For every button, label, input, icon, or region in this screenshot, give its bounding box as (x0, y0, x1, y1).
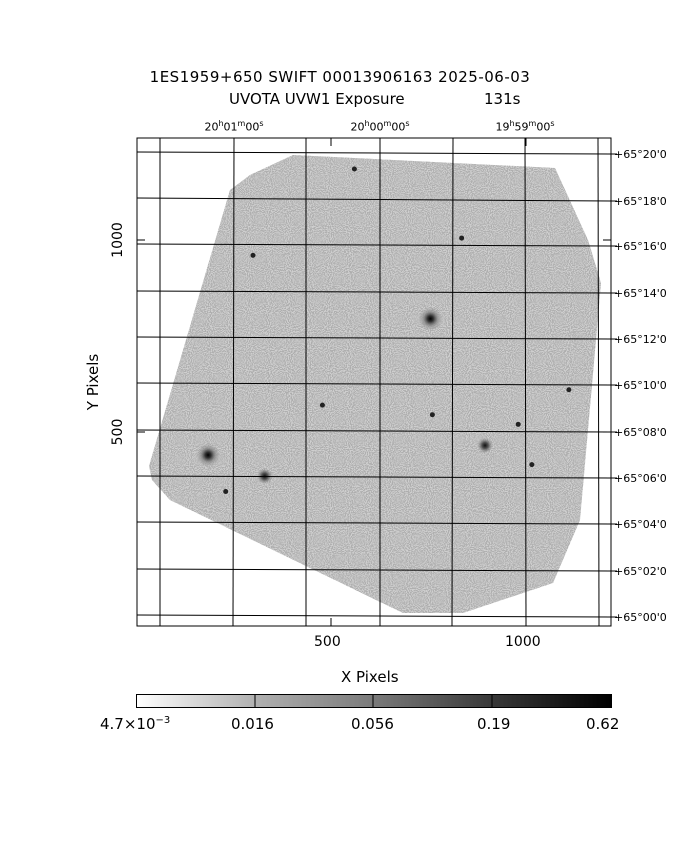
x-tick-500: 500 (314, 634, 341, 650)
dec-label-2: +65°16'0 (614, 240, 667, 253)
colorbar-label-4: 0.19 (477, 715, 511, 733)
dec-label-9: +65°02'0 (614, 565, 667, 578)
dec-label-1: +65°18'0 (614, 195, 667, 208)
dec-label-7: +65°06'0 (614, 472, 667, 485)
dec-label-10: +65°00'0 (614, 611, 667, 624)
source-7 (250, 252, 256, 258)
source-12 (459, 235, 465, 241)
ra-label-1: 20h01m00s (204, 119, 264, 134)
y-tick-1000: 1000 (110, 222, 126, 258)
y-axis-ticks (137, 239, 611, 433)
x-axis-ticks (330, 138, 527, 626)
filter-exposure-label: UVOTA UVW1 Exposure (229, 90, 405, 108)
x-tick-1000: 1000 (505, 634, 541, 650)
dec-label-8: +65°04'0 (614, 518, 667, 531)
exposure-time: 131s (484, 90, 521, 108)
dec-label-5: +65°10'0 (614, 379, 667, 392)
x-axis-label: X Pixels (341, 668, 399, 686)
source-11 (529, 462, 535, 468)
source-1 (196, 443, 221, 468)
coordinate-grid (136, 137, 612, 627)
source-4 (319, 402, 325, 408)
source-6 (351, 166, 357, 172)
image-title: 1ES1959+650 SWIFT 00013906163 2025-06-03 (149, 68, 531, 86)
source-9 (566, 387, 572, 393)
dec-label-6: +65°08'0 (614, 426, 667, 439)
dec-label-3: +65°14'0 (614, 287, 667, 300)
dec-label-4: +65°12'0 (614, 333, 667, 346)
y-axis-label: Y Pixels (84, 353, 102, 411)
ra-label-3: 19h59m00s (495, 119, 555, 134)
dec-label-0: +65°20'0 (614, 148, 667, 161)
colorbar (136, 694, 612, 708)
colorbar-label-2: 0.016 (231, 715, 274, 733)
source-5 (429, 412, 435, 418)
colorbar-label-3: 0.056 (351, 715, 394, 733)
y-tick-500: 500 (110, 418, 126, 446)
source-3 (477, 437, 494, 454)
source-10 (223, 489, 229, 495)
colorbar-label-min: 4.7×10−3 (100, 715, 171, 733)
ra-label-2: 20h00m00s (350, 119, 410, 134)
colorbar-label-max: 0.62 (586, 715, 620, 733)
source-0 (418, 306, 443, 331)
source-8 (515, 421, 521, 427)
plot-frame (136, 137, 612, 627)
